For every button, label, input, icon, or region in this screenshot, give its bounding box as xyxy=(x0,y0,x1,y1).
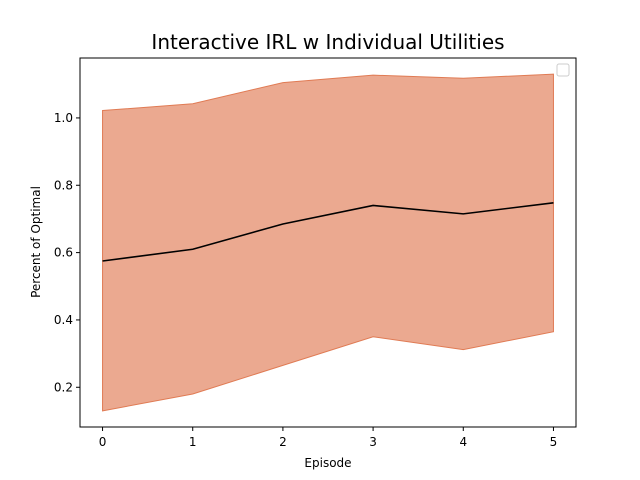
x-tick-label: 4 xyxy=(459,435,467,449)
axis-ticks: 0 1 2 3 4 5 0.2 0.4 0.6 0.8 1.0 xyxy=(54,111,557,449)
x-tick-label: 5 xyxy=(550,435,558,449)
y-tick-label: 0.2 xyxy=(54,380,73,394)
plot-frame xyxy=(79,57,577,428)
y-tick-label: 0.8 xyxy=(54,178,73,192)
y-axis-label: Percent of Optimal xyxy=(29,186,43,298)
confidence-band xyxy=(102,73,554,412)
x-tick-label: 1 xyxy=(189,435,197,449)
mean-line xyxy=(102,201,554,262)
legend xyxy=(556,63,570,77)
x-axis-label: Episode xyxy=(304,456,351,470)
x-tick-label: 2 xyxy=(279,435,287,449)
x-tick-label: 3 xyxy=(369,435,377,449)
chart-title: Interactive IRL w Individual Utilities xyxy=(151,30,504,54)
x-tick-label: 0 xyxy=(99,435,107,449)
y-tick-label: 1.0 xyxy=(54,111,73,125)
y-tick-label: 0.4 xyxy=(54,313,73,327)
y-tick-label: 0.6 xyxy=(54,246,73,260)
plot-area xyxy=(102,73,554,412)
